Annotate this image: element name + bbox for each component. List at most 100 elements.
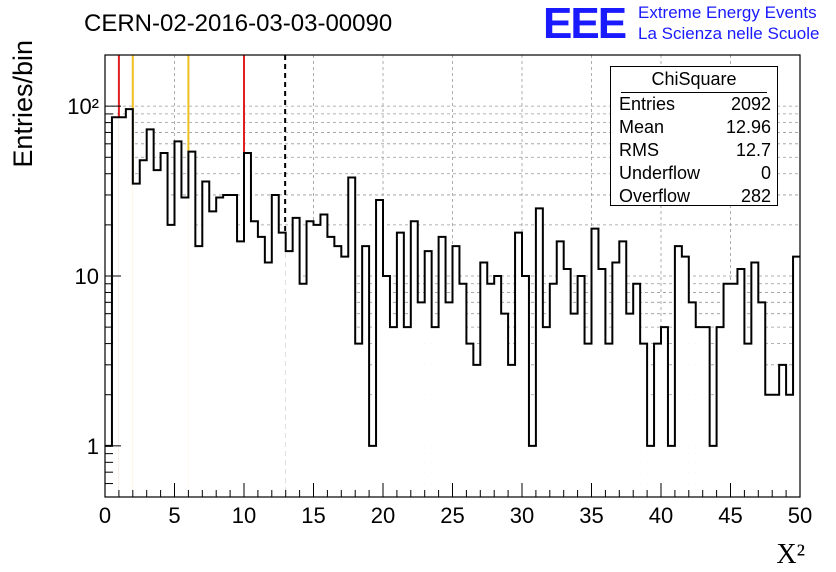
histogram-bar — [674, 246, 682, 497]
stats-value: 12.96 — [725, 117, 771, 137]
histogram-bar — [549, 283, 557, 497]
histogram-bar — [438, 236, 446, 497]
histogram-bar — [786, 394, 794, 497]
histogram-bar — [292, 217, 300, 497]
histogram-bar — [480, 262, 488, 497]
stats-label: Mean — [619, 117, 665, 137]
histogram-bar — [515, 232, 522, 497]
histogram-bar — [667, 445, 675, 497]
y-tick-label: 10² — [67, 94, 99, 119]
x-tick-label: 10 — [232, 503, 256, 528]
histogram-bar — [299, 283, 307, 497]
x-tick-label: 30 — [510, 503, 534, 528]
histogram-bar — [369, 445, 377, 497]
histogram-bar — [723, 283, 731, 497]
axis-ticks-layer: 0 5 10 15 20 25 30 35 40 45 50 1 10 10² — [67, 54, 812, 528]
histogram-bar — [327, 236, 335, 497]
histogram-bar — [271, 194, 279, 497]
histogram-bar — [181, 197, 189, 497]
histogram-bar — [570, 313, 578, 497]
histogram-bar — [188, 151, 196, 498]
histogram-bar — [362, 246, 370, 497]
x-tick-label: 45 — [718, 503, 742, 528]
histogram-bar — [772, 394, 780, 497]
histogram-bar — [542, 327, 550, 497]
x-tick-label: 40 — [649, 503, 673, 528]
histogram-bar — [459, 283, 467, 497]
histogram-bar — [508, 364, 516, 497]
histogram-bar — [320, 214, 328, 498]
x-axis-label: X² — [776, 539, 805, 570]
stats-value: 2092 — [730, 94, 771, 114]
histogram-bar — [494, 276, 502, 497]
histogram-bar — [431, 327, 439, 497]
histogram-bar — [640, 343, 648, 497]
histogram-bar — [779, 364, 787, 497]
histogram-bar — [355, 343, 363, 497]
stats-label: Underflow — [619, 163, 701, 183]
histogram-bar — [466, 343, 474, 497]
histogram-bar — [445, 302, 453, 497]
histogram-bar — [626, 313, 634, 497]
histogram-bar — [487, 283, 495, 497]
histogram-bar — [612, 262, 620, 497]
logo-caption-line1: Extreme Energy Events — [638, 3, 817, 22]
x-tick-label: 5 — [168, 503, 180, 528]
y-axis-label: Entries/bin — [8, 40, 38, 168]
stats-value: 0 — [760, 163, 771, 183]
stats-row-mean: Mean 12.96 — [619, 117, 771, 139]
histogram-bar — [598, 268, 606, 497]
histogram-bar — [223, 194, 231, 497]
logo-caption-line2: La Scienza nelle Scuole — [638, 24, 820, 43]
histogram-bar — [563, 268, 571, 497]
histogram-bar — [105, 445, 112, 497]
histogram-bar — [744, 343, 752, 497]
stats-row-rms: RMS 12.7 — [619, 140, 771, 162]
histogram-bar — [118, 117, 126, 497]
histogram-bar — [702, 327, 710, 497]
histogram-bar — [216, 197, 224, 497]
histogram-bar — [111, 117, 119, 497]
x-tick-label: 0 — [99, 503, 111, 528]
histogram-bar — [306, 221, 314, 497]
x-tick-label: 15 — [301, 503, 325, 528]
histogram-bar — [647, 445, 655, 497]
y-tick-label: 10 — [75, 264, 99, 289]
histogram-bar — [389, 327, 397, 497]
histogram-bar — [174, 141, 182, 497]
histogram-bar — [681, 256, 689, 497]
stats-row-entries: Entries 2092 — [619, 94, 771, 116]
histogram-bar — [167, 224, 175, 497]
histogram-bar — [737, 268, 745, 497]
histogram-bar — [250, 221, 258, 497]
stats-label: Overflow — [619, 186, 691, 206]
histogram-bar — [452, 246, 460, 497]
histogram-layer — [105, 108, 800, 498]
histogram-bar — [153, 170, 161, 497]
histogram-bar — [577, 276, 585, 497]
histogram-bar — [661, 327, 668, 497]
histogram-bar — [410, 221, 418, 497]
histogram-bar — [285, 251, 293, 497]
stats-value: 12.7 — [735, 140, 771, 160]
histogram-bar — [758, 302, 766, 497]
histogram-bar — [403, 327, 411, 497]
histogram-bar — [230, 194, 238, 497]
histogram-bar — [237, 241, 244, 497]
x-tick-label: 25 — [440, 503, 464, 528]
histogram-bar — [417, 302, 425, 497]
histogram-bar — [209, 211, 217, 497]
y-tick-label: 1 — [87, 434, 99, 459]
stats-label: Entries — [619, 94, 676, 114]
histogram-bar — [688, 302, 696, 497]
histogram-bar — [396, 232, 404, 497]
histogram-bar — [535, 208, 543, 498]
histogram-outline — [105, 108, 800, 447]
histogram-bar — [202, 181, 210, 497]
histogram-bar — [584, 343, 592, 497]
stats-row-underflow: Underflow 0 — [619, 163, 771, 185]
stats-value: 282 — [740, 186, 771, 206]
histogram-bar — [383, 276, 390, 497]
